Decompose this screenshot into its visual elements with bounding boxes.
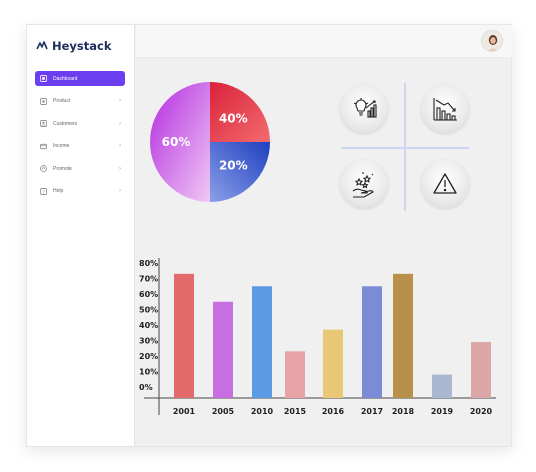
product-icon	[39, 97, 47, 105]
sidebar-item-promote[interactable]: Promote ›	[35, 161, 125, 176]
x-tick-label: 2010	[251, 407, 274, 416]
x-tick-label: 2020	[470, 407, 493, 416]
bar	[323, 329, 343, 398]
bar-chart: 0% 10% 20% 30% 40% 50% 60% 70% 80% 2001 2005 2010 2…	[139, 258, 496, 416]
declining-chart-icon[interactable]	[421, 85, 469, 133]
sidebar-item-label: Dashboard	[53, 75, 78, 82]
y-tick-label: 50%	[139, 306, 158, 315]
y-tick-label: 30%	[139, 337, 158, 346]
chevron-right-icon: ›	[119, 188, 121, 194]
idea-growth-icon[interactable]	[340, 85, 388, 133]
user-avatar[interactable]	[481, 30, 503, 52]
x-tick-label: 2015	[284, 407, 307, 416]
x-tick-label: 2016	[322, 407, 345, 416]
pie-slice	[210, 82, 270, 142]
chevron-right-icon: ›	[119, 98, 121, 104]
grid-divider-horizontal	[341, 147, 469, 149]
brand-logo[interactable]: Heystack	[36, 39, 112, 53]
bar	[174, 273, 194, 398]
income-icon	[39, 142, 47, 150]
sidebar-item-label: Customers	[53, 120, 78, 127]
y-tick-label: 0%	[139, 383, 153, 392]
pie-slice	[150, 82, 210, 202]
warning-icon[interactable]	[421, 160, 469, 208]
promote-icon	[39, 165, 47, 173]
y-tick-label: 40%	[139, 321, 158, 330]
sidebar-item-label: Product	[53, 98, 71, 104]
chevron-right-icon: ›	[119, 165, 121, 172]
bar	[432, 374, 452, 398]
bar	[471, 342, 491, 398]
bar	[393, 273, 413, 398]
bar	[213, 301, 233, 398]
customers-icon	[39, 120, 47, 128]
app-name: Heystack	[52, 39, 112, 53]
stars-hand-icon[interactable]	[340, 160, 388, 208]
sidebar-item-dashboard[interactable]: Dashboard	[35, 71, 125, 86]
sidebar-item-label: Promote	[53, 165, 72, 172]
svg-text:?: ?	[42, 189, 45, 194]
help-icon: ?	[39, 187, 47, 195]
x-tick-label: 2001	[173, 407, 196, 416]
y-tick-label: 70%	[139, 275, 158, 284]
heystack-logo-icon	[36, 41, 48, 50]
chevron-right-icon: ›	[119, 120, 121, 127]
sidebar-item-income[interactable]: Income ›	[35, 139, 125, 154]
top-bar	[136, 25, 512, 58]
pie-slice-label: 40%	[219, 112, 248, 126]
dashboard-icon	[39, 75, 47, 83]
sidebar-item-product[interactable]: Product ›	[35, 94, 125, 109]
sidebar-nav: Dashboard Product › Customers ›	[35, 71, 125, 206]
chevron-right-icon: ›	[119, 143, 121, 149]
x-tick-label: 2005	[212, 407, 235, 416]
pie-slice-label: 60%	[162, 135, 191, 149]
bar	[362, 286, 382, 398]
x-tick-label: 2019	[431, 407, 454, 416]
y-tick-label: 60%	[139, 290, 158, 299]
pie-slice	[210, 142, 270, 202]
sidebar-item-label: Help	[53, 188, 64, 194]
bar	[252, 286, 272, 398]
pie-chart: 40% 60% 20%	[150, 82, 270, 202]
x-tick-label: 2018	[392, 407, 415, 416]
y-tick-label: 20%	[139, 352, 158, 361]
bar	[285, 351, 305, 398]
sidebar-item-customers[interactable]: Customers ›	[35, 116, 125, 131]
sidebar-item-label: Income	[53, 143, 70, 149]
y-tick-label: 80%	[139, 259, 158, 268]
y-tick-label: 10%	[139, 368, 158, 377]
sidebar: Heystack Dashboard Product › Custom	[27, 25, 135, 446]
sidebar-item-help[interactable]: ? Help ›	[35, 184, 125, 199]
pie-slice-label: 20%	[219, 158, 248, 172]
x-tick-label: 2017	[361, 407, 383, 416]
